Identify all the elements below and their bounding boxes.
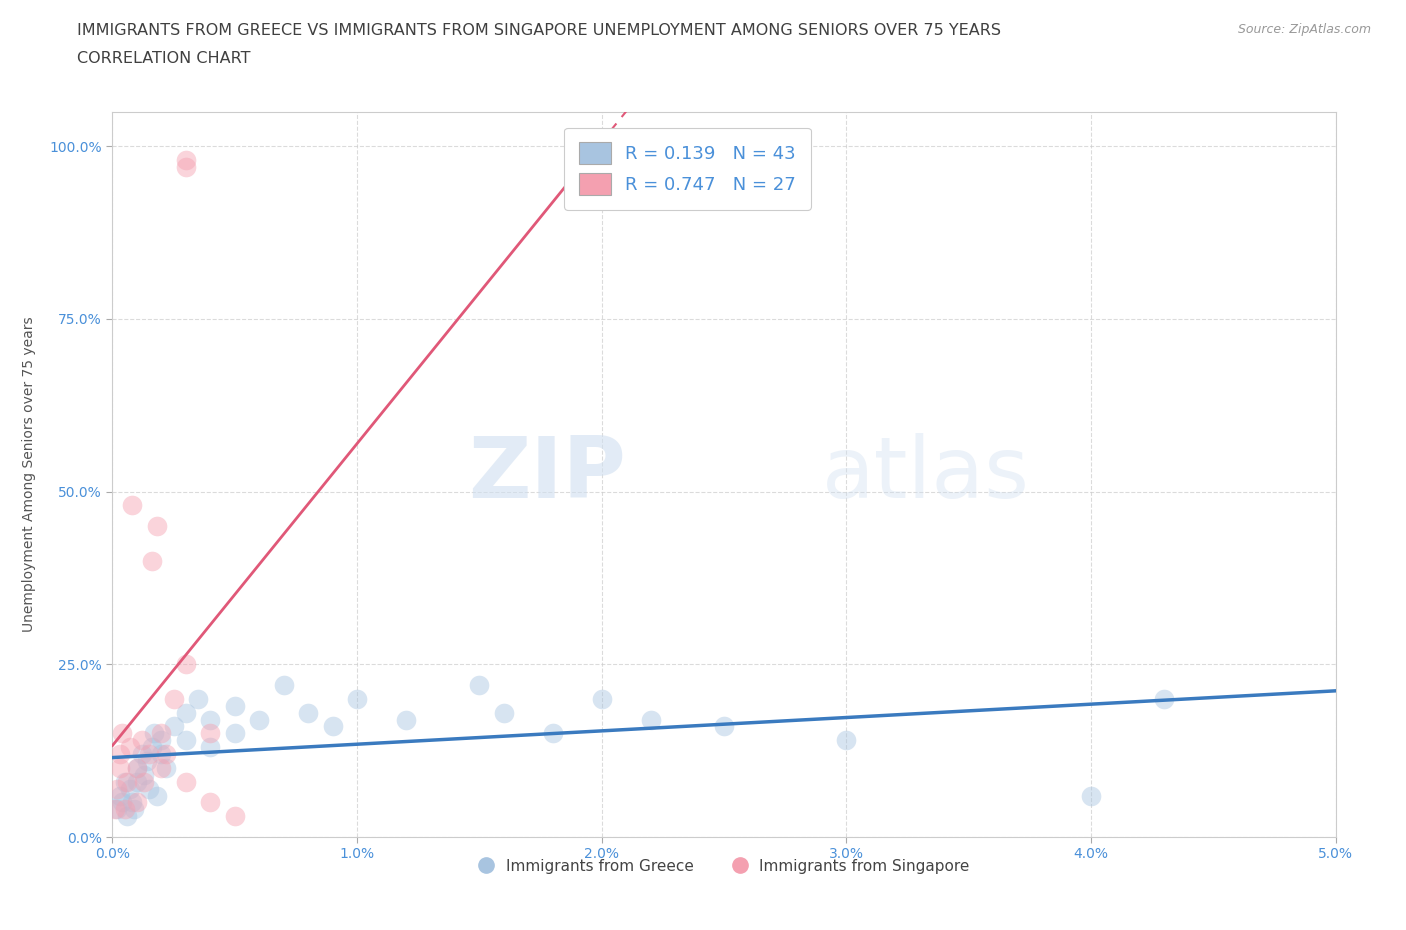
- Y-axis label: Unemployment Among Seniors over 75 years: Unemployment Among Seniors over 75 years: [21, 316, 35, 632]
- Point: [115, 809, 138, 824]
- Point: [492, 705, 515, 720]
- Point: [121, 795, 143, 810]
- Point: [131, 747, 153, 762]
- Point: [200, 726, 222, 741]
- Point: [1153, 691, 1175, 706]
- Point: [143, 726, 166, 741]
- Point: [105, 802, 128, 817]
- Point: [713, 719, 735, 734]
- Point: [141, 553, 163, 568]
- Legend: Immigrants from Greece, Immigrants from Singapore: Immigrants from Greece, Immigrants from …: [472, 853, 976, 880]
- Point: [174, 705, 197, 720]
- Point: [125, 761, 148, 776]
- Point: [121, 498, 143, 512]
- Point: [150, 747, 173, 762]
- Point: [108, 761, 131, 776]
- Point: [134, 775, 156, 790]
- Point: [118, 781, 141, 796]
- Point: [145, 788, 167, 803]
- Point: [150, 761, 173, 776]
- Point: [105, 781, 128, 796]
- Point: [1080, 788, 1102, 803]
- Point: [104, 802, 127, 817]
- Point: [150, 726, 173, 741]
- Point: [640, 712, 662, 727]
- Point: [200, 712, 222, 727]
- Point: [835, 733, 858, 748]
- Point: [108, 747, 131, 762]
- Point: [174, 159, 197, 174]
- Point: [155, 761, 177, 776]
- Point: [174, 657, 197, 671]
- Point: [124, 802, 146, 817]
- Point: [111, 795, 134, 810]
- Point: [114, 802, 136, 817]
- Text: Source: ZipAtlas.com: Source: ZipAtlas.com: [1237, 23, 1371, 36]
- Point: [108, 788, 131, 803]
- Point: [200, 795, 222, 810]
- Point: [138, 781, 160, 796]
- Point: [141, 739, 163, 754]
- Point: [134, 767, 156, 782]
- Point: [163, 691, 186, 706]
- Point: [322, 719, 344, 734]
- Point: [346, 691, 368, 706]
- Point: [131, 733, 153, 748]
- Point: [247, 712, 270, 727]
- Point: [174, 153, 197, 167]
- Point: [187, 691, 209, 706]
- Text: CORRELATION CHART: CORRELATION CHART: [77, 51, 250, 66]
- Point: [395, 712, 418, 727]
- Point: [541, 726, 564, 741]
- Point: [125, 775, 148, 790]
- Point: [125, 761, 148, 776]
- Text: IMMIGRANTS FROM GREECE VS IMMIGRANTS FROM SINGAPORE UNEMPLOYMENT AMONG SENIORS O: IMMIGRANTS FROM GREECE VS IMMIGRANTS FRO…: [77, 23, 1001, 38]
- Point: [224, 726, 246, 741]
- Text: atlas: atlas: [823, 432, 1031, 516]
- Point: [174, 733, 197, 748]
- Point: [297, 705, 319, 720]
- Point: [273, 678, 295, 693]
- Point: [138, 747, 160, 762]
- Point: [163, 719, 186, 734]
- Point: [224, 809, 246, 824]
- Point: [118, 739, 141, 754]
- Point: [115, 775, 138, 790]
- Point: [111, 726, 134, 741]
- Point: [145, 519, 167, 534]
- Point: [174, 775, 197, 790]
- Text: ZIP: ZIP: [468, 432, 626, 516]
- Point: [155, 747, 177, 762]
- Point: [468, 678, 491, 693]
- Point: [114, 775, 136, 790]
- Point: [135, 753, 157, 768]
- Point: [125, 795, 148, 810]
- Point: [224, 698, 246, 713]
- Point: [200, 739, 222, 754]
- Point: [591, 691, 613, 706]
- Point: [150, 733, 173, 748]
